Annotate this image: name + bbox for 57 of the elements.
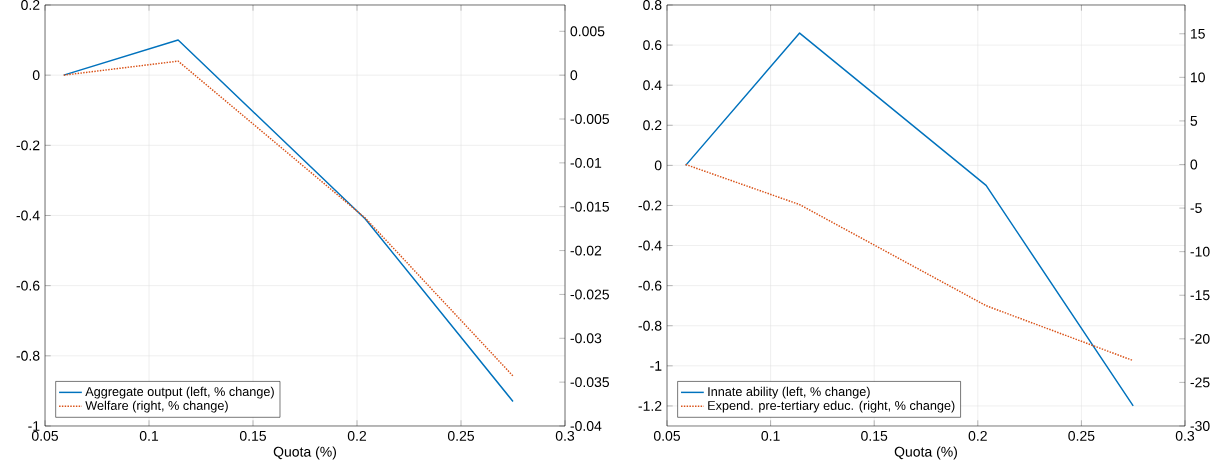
y-tick-label: 0.4 bbox=[643, 80, 662, 91]
x-tick-label: 0.15 bbox=[239, 430, 267, 441]
y2-tick-label: 0 bbox=[1190, 159, 1198, 170]
y-tick-label: 0.2 bbox=[21, 0, 40, 10]
y2-tick-label: -25 bbox=[1190, 377, 1210, 388]
y2-tick-label: -0.02 bbox=[570, 245, 602, 256]
legend-label: Innate ability (left, % change) bbox=[708, 386, 870, 399]
legend-label: Expend. pre-tertiary educ. (right, % change) bbox=[708, 400, 955, 413]
y2-tick-label: 15 bbox=[1190, 28, 1205, 39]
y-tick-label: -0.4 bbox=[638, 240, 662, 251]
y-tick-label: -0.6 bbox=[16, 280, 40, 291]
y-tick-label: 0.6 bbox=[643, 40, 662, 51]
y2-tick-label: -10 bbox=[1190, 246, 1210, 257]
y-tick-label: 0 bbox=[32, 70, 40, 81]
y-tick-label: 0.8 bbox=[643, 0, 662, 10]
x-axis-title: Quota (%) bbox=[273, 446, 337, 460]
x-tick-label: 0.25 bbox=[1068, 430, 1095, 441]
x-tick-label: 0.2 bbox=[347, 430, 367, 441]
x-axis-title: Quota (%) bbox=[894, 446, 958, 460]
y-tick-label: -0.8 bbox=[638, 320, 662, 331]
y-tick-label: -1 bbox=[650, 361, 662, 371]
x-tick-label: 0.05 bbox=[653, 430, 681, 441]
x-tick-label: 0.25 bbox=[447, 430, 475, 441]
y2-tick-label: -0.04 bbox=[570, 421, 602, 431]
y-tick-label: -0.2 bbox=[638, 200, 662, 211]
x-tick-label: 0.3 bbox=[1175, 430, 1195, 441]
y2-tick-label: -0.025 bbox=[570, 289, 610, 300]
y-tick-label: -1.2 bbox=[638, 401, 662, 411]
y2-tick-label: -0.005 bbox=[570, 114, 610, 124]
y-tick-label: -0.6 bbox=[638, 280, 662, 291]
y2-tick-label: -0.015 bbox=[570, 201, 610, 212]
x-tick-label: 0.15 bbox=[861, 430, 888, 441]
y2-tick-label: -0.01 bbox=[570, 157, 602, 168]
x-tick-label: 0.1 bbox=[139, 430, 159, 441]
x-tick-label: 0.1 bbox=[761, 430, 780, 441]
y2-tick-label: 0 bbox=[570, 70, 578, 81]
x-tick-label: 0.2 bbox=[968, 430, 987, 441]
y2-tick-label: -0.035 bbox=[570, 377, 610, 388]
x-tick-label: 0.3 bbox=[555, 430, 575, 441]
x-tick-label: 0.05 bbox=[31, 430, 59, 441]
legend-label: Aggregate output (left, % change) bbox=[85, 386, 274, 399]
y2-tick-label: -5 bbox=[1190, 203, 1202, 213]
y2-tick-label: -20 bbox=[1190, 333, 1210, 344]
y-tick-label: 0.2 bbox=[643, 120, 662, 131]
y2-tick-label: 0.005 bbox=[570, 26, 605, 37]
y2-tick-label: 5 bbox=[1190, 116, 1198, 126]
line-series bbox=[684, 163, 1134, 362]
legend-label: Welfare (right, % change) bbox=[85, 400, 228, 413]
y-tick-label: 0 bbox=[654, 160, 662, 171]
y-tick-label: -0.2 bbox=[16, 140, 40, 151]
y-tick-label: -0.4 bbox=[16, 210, 40, 221]
y-tick-label: -0.8 bbox=[16, 350, 40, 361]
y2-tick-label: -30 bbox=[1190, 421, 1210, 431]
y-tick-label: -1 bbox=[28, 421, 40, 431]
y2-tick-label: -15 bbox=[1190, 290, 1210, 301]
y2-tick-label: 10 bbox=[1190, 72, 1205, 83]
y2-tick-label: -0.03 bbox=[570, 333, 602, 344]
